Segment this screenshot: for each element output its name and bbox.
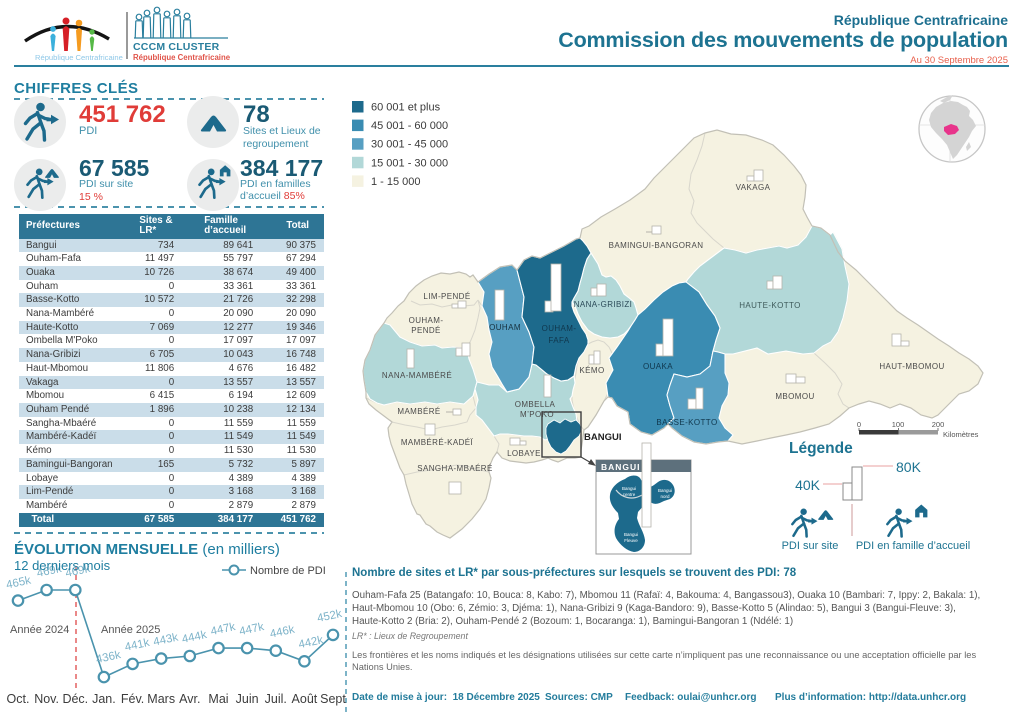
svg-text:Bangui: Bangui [624, 532, 638, 537]
svg-text:444k: 444k [181, 629, 208, 646]
svg-text:OUHAM-: OUHAM- [542, 324, 577, 333]
svg-text:PDI sur site: PDI sur site [782, 540, 839, 552]
svg-text:centre: centre [623, 492, 636, 497]
svg-text:République Centrafricaine: République Centrafricaine [133, 53, 231, 62]
svg-text:446k: 446k [269, 624, 296, 641]
svg-text:Bangui: Bangui [622, 486, 636, 491]
svg-text:HAUTE-KOTTO: HAUTE-KOTTO [739, 301, 801, 310]
svg-text:441k: 441k [124, 637, 151, 654]
svg-text:République Centrafricaine: République Centrafricaine [35, 53, 123, 62]
svg-text:MAMBÉRÉ-KADÉÏ: MAMBÉRÉ-KADÉÏ [401, 438, 474, 447]
svg-text:Nov.: Nov. [34, 692, 59, 706]
svg-text:469k: 469k [64, 563, 91, 580]
svg-text:BANGUI: BANGUI [584, 432, 621, 443]
svg-text:HAUT-MBOMOU: HAUT-MBOMOU [879, 362, 944, 371]
svg-text:FAFA: FAFA [548, 336, 569, 345]
svg-text:Fév.: Fév. [121, 692, 144, 706]
svg-text:Déc.: Déc. [62, 692, 88, 706]
svg-text:CCCM CLUSTER: CCCM CLUSTER [133, 41, 220, 53]
svg-text:40K: 40K [795, 477, 821, 493]
svg-text:1 - 15 000: 1 - 15 000 [371, 176, 421, 188]
svg-text:MAMBÉRÉ: MAMBÉRÉ [397, 407, 440, 416]
svg-text:Jan.: Jan. [92, 692, 116, 706]
svg-text:30 001 - 45 000: 30 001 - 45 000 [371, 139, 448, 151]
svg-text:Kilomètres: Kilomètres [943, 430, 979, 439]
svg-text:SANGHA-MBAÉRÉ: SANGHA-MBAÉRÉ [417, 464, 492, 473]
svg-text:447k: 447k [210, 621, 237, 638]
svg-text:443k: 443k [152, 632, 179, 649]
svg-text:BASSE-KOTTO: BASSE-KOTTO [656, 418, 717, 427]
svg-text:80K: 80K [896, 459, 922, 475]
svg-text:200: 200 [932, 420, 945, 429]
svg-text:Sept: Sept [320, 692, 346, 706]
svg-text:OUHAM-: OUHAM- [409, 316, 444, 325]
svg-text:Bangui: Bangui [658, 488, 672, 493]
svg-text:465k: 465k [5, 575, 32, 592]
svg-text:OUHAM: OUHAM [489, 323, 521, 332]
svg-text:MBOMOU: MBOMOU [775, 392, 814, 401]
svg-text:60 001 et plus: 60 001 et plus [371, 102, 441, 114]
svg-text:OMBELLA: OMBELLA [515, 400, 556, 409]
svg-text:Année 2024: Année 2024 [10, 624, 69, 636]
svg-text:LOBAYE: LOBAYE [507, 449, 541, 458]
svg-text:PENDÉ: PENDÉ [411, 326, 441, 335]
svg-text:442k: 442k [298, 634, 325, 651]
svg-text:PDI en famille d’accueil: PDI en famille d’accueil [856, 540, 970, 552]
svg-text:Légende: Légende [789, 440, 853, 457]
svg-text:0: 0 [857, 420, 861, 429]
svg-text:Année 2025: Année 2025 [101, 624, 160, 636]
svg-text:45 001 - 60 000: 45 001 - 60 000 [371, 120, 448, 132]
svg-text:VAKAGA: VAKAGA [736, 183, 771, 192]
svg-text:Mars: Mars [147, 692, 175, 706]
svg-text:BANGUI: BANGUI [601, 462, 641, 472]
svg-text:447k: 447k [238, 621, 265, 638]
svg-text:BAMINGUI-BANGORAN: BAMINGUI-BANGORAN [609, 241, 704, 250]
svg-text:Juin: Juin [236, 692, 259, 706]
svg-text:Mai: Mai [208, 692, 228, 706]
svg-text:452k: 452k [316, 608, 343, 625]
svg-text:Fleuve: Fleuve [624, 538, 638, 543]
svg-text:Avr.: Avr. [179, 692, 200, 706]
svg-text:Juil.: Juil. [265, 692, 287, 706]
svg-text:nord: nord [660, 494, 670, 499]
svg-text:100: 100 [892, 420, 905, 429]
svg-text:436k: 436k [95, 649, 122, 666]
svg-text:NANA-MAMBÉRÉ: NANA-MAMBÉRÉ [382, 371, 452, 380]
svg-text:KÉMO: KÉMO [579, 366, 604, 375]
svg-text:NANA-GRIBIZI: NANA-GRIBIZI [574, 300, 633, 309]
svg-text:469k: 469k [36, 563, 63, 580]
svg-text:15 001 - 30 000: 15 001 - 30 000 [371, 157, 448, 169]
svg-text:OUAKA: OUAKA [643, 362, 673, 371]
svg-text:Nombre de PDI: Nombre de PDI [250, 565, 326, 577]
svg-text:Août: Août [292, 692, 318, 706]
svg-text:Oct.: Oct. [7, 692, 30, 706]
svg-text:LIM-PENDÉ: LIM-PENDÉ [423, 292, 470, 301]
svg-text:M’POKO: M’POKO [520, 410, 554, 419]
